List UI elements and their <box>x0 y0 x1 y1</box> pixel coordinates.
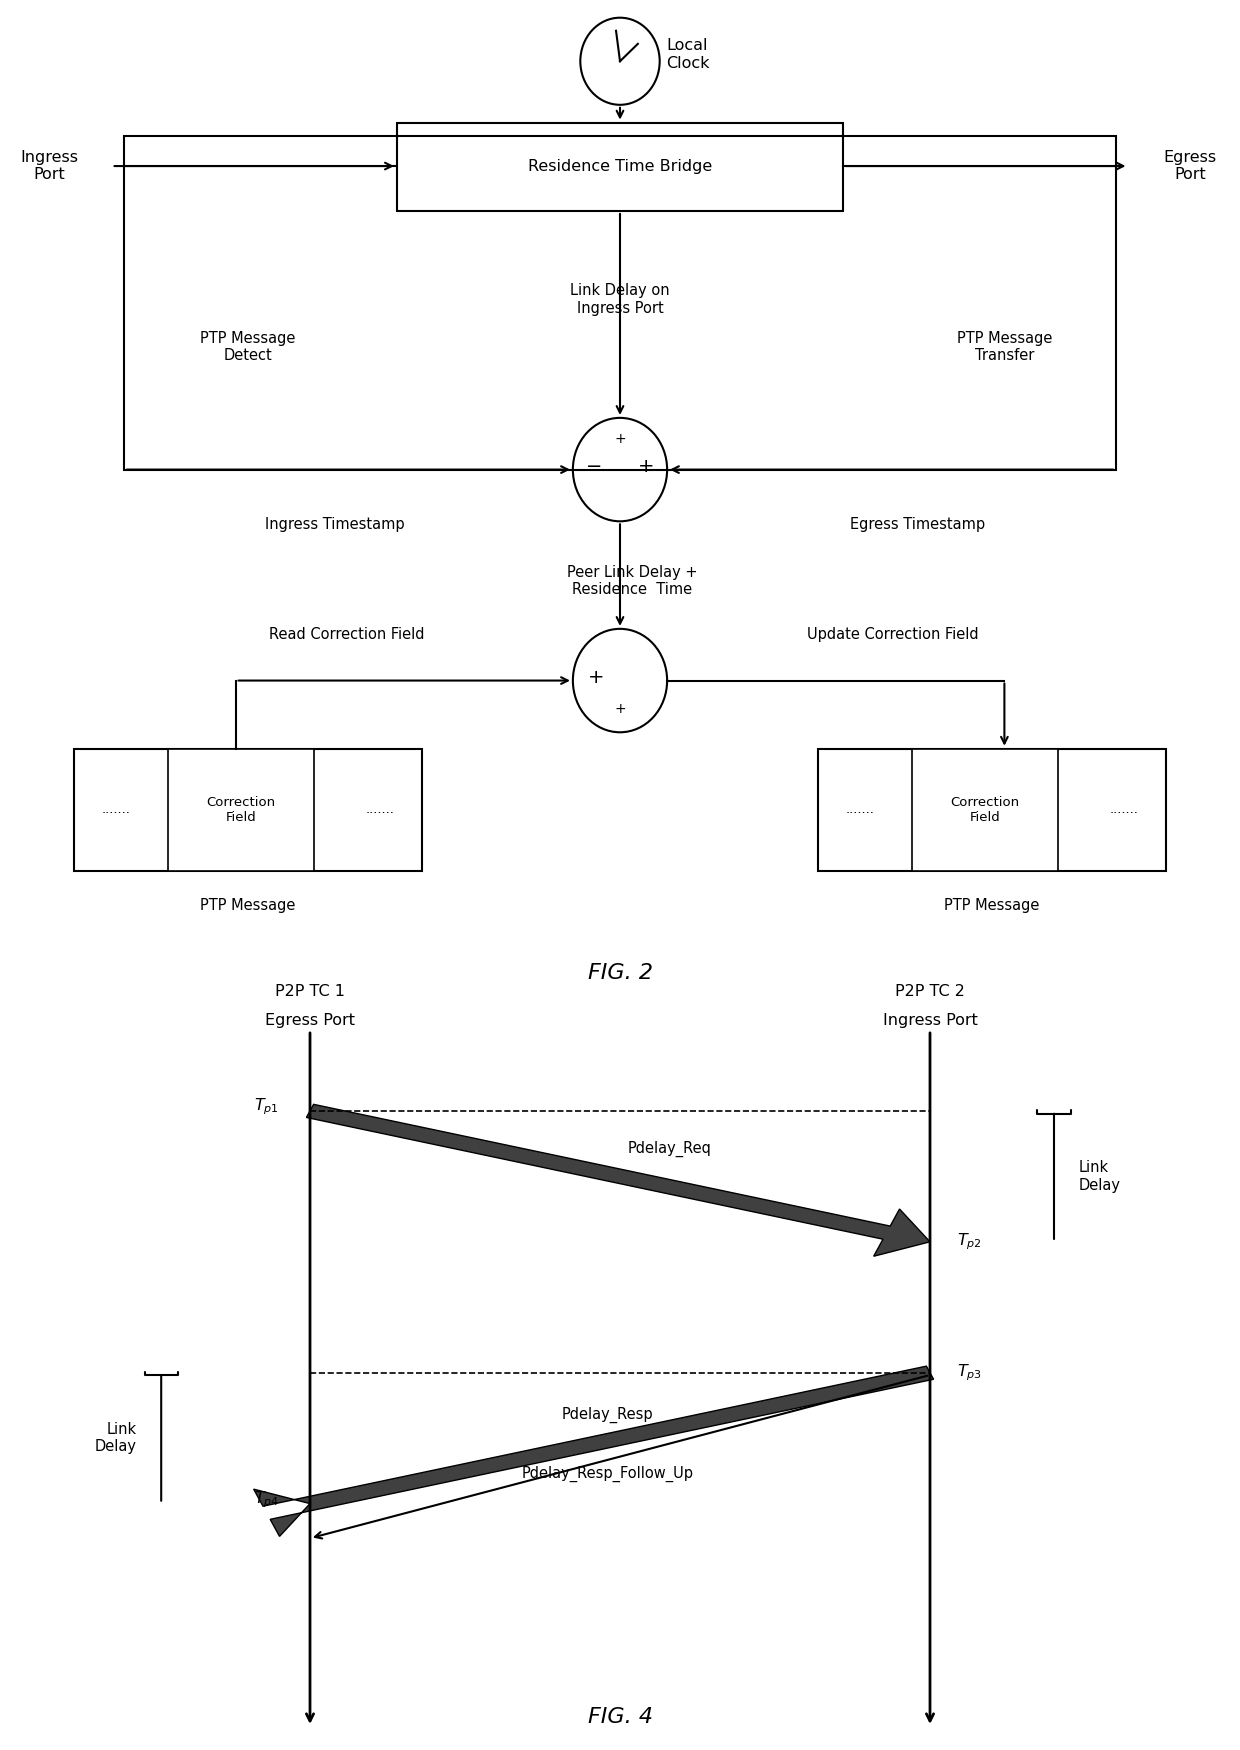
Text: Update Correction Field: Update Correction Field <box>807 628 978 642</box>
Text: Egress Timestamp: Egress Timestamp <box>851 518 985 532</box>
Text: Correction
Field: Correction Field <box>207 796 275 824</box>
Text: Link
Delay: Link Delay <box>1079 1160 1121 1192</box>
FancyBboxPatch shape <box>913 749 1058 872</box>
FancyBboxPatch shape <box>818 749 1166 872</box>
Text: Pdelay_Req: Pdelay_Req <box>627 1141 712 1157</box>
Text: +: + <box>637 457 655 476</box>
Text: $T_{p2}$: $T_{p2}$ <box>957 1232 982 1251</box>
Text: FIG. 2: FIG. 2 <box>588 963 652 984</box>
FancyBboxPatch shape <box>74 749 422 872</box>
Text: +: + <box>614 702 626 716</box>
Text: −: − <box>585 457 603 476</box>
Text: Pdelay_Resp: Pdelay_Resp <box>562 1407 653 1423</box>
Text: Link Delay on
Ingress Port: Link Delay on Ingress Port <box>570 284 670 315</box>
Text: P2P TC 1: P2P TC 1 <box>275 984 345 999</box>
Text: +: + <box>614 432 626 446</box>
Text: .......: ....... <box>366 803 394 816</box>
Text: .......: ....... <box>846 803 874 816</box>
Text: Ingress
Port: Ingress Port <box>21 150 78 182</box>
Text: PTP Message: PTP Message <box>201 898 295 914</box>
Text: Residence Time Bridge: Residence Time Bridge <box>528 159 712 175</box>
Text: Egress
Port: Egress Port <box>1164 150 1216 182</box>
Text: +: + <box>588 668 605 688</box>
Text: Egress Port: Egress Port <box>265 1013 355 1027</box>
Text: Ingress Timestamp: Ingress Timestamp <box>265 518 404 532</box>
FancyBboxPatch shape <box>169 749 314 872</box>
Text: .......: ....... <box>1110 803 1138 816</box>
Text: Correction
Field: Correction Field <box>951 796 1019 824</box>
Text: Ingress Port: Ingress Port <box>883 1013 977 1027</box>
Text: $T_{p4}$: $T_{p4}$ <box>254 1489 279 1510</box>
Text: Link
Delay: Link Delay <box>94 1423 136 1454</box>
Text: P2P TC 2: P2P TC 2 <box>895 984 965 999</box>
Text: FIG. 4: FIG. 4 <box>588 1706 652 1727</box>
Text: Read Correction Field: Read Correction Field <box>269 628 425 642</box>
Text: PTP Message
Transfer: PTP Message Transfer <box>957 331 1052 364</box>
Text: .......: ....... <box>102 803 130 816</box>
Text: PTP Message
Detect: PTP Message Detect <box>201 331 295 364</box>
Text: Peer Link Delay +
Residence  Time: Peer Link Delay + Residence Time <box>567 565 698 597</box>
Polygon shape <box>306 1104 930 1256</box>
Text: Pdelay_Resp_Follow_Up: Pdelay_Resp_Follow_Up <box>522 1466 693 1482</box>
Text: $T_{p3}$: $T_{p3}$ <box>957 1363 982 1382</box>
Text: $T_{p1}$: $T_{p1}$ <box>254 1097 279 1116</box>
Text: PTP Message: PTP Message <box>945 898 1039 914</box>
FancyBboxPatch shape <box>397 123 843 212</box>
Polygon shape <box>254 1367 934 1536</box>
Text: Local
Clock: Local Clock <box>666 38 709 70</box>
